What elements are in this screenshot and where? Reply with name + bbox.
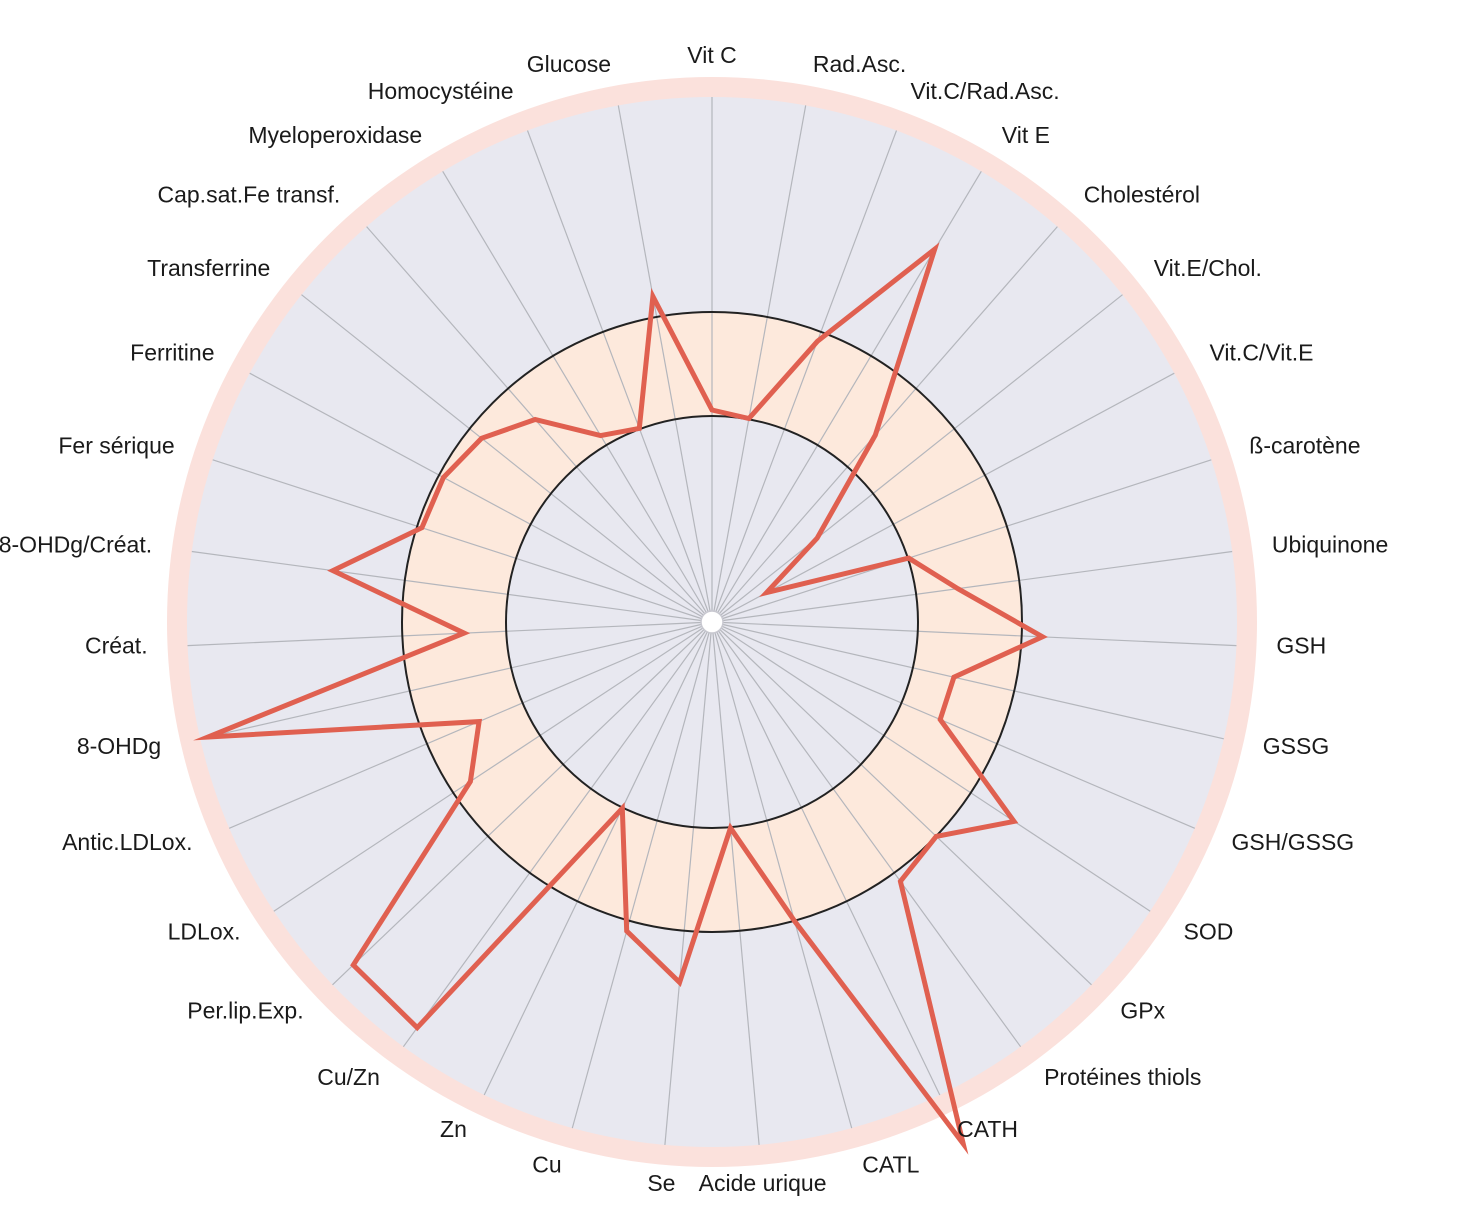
- axis-label: Zn: [440, 1116, 467, 1142]
- axis-label: Per.lip.Exp.: [187, 998, 303, 1024]
- spoke: [711, 226, 1058, 623]
- spoke: [228, 621, 713, 829]
- spoke: [366, 226, 713, 623]
- spoke: [711, 130, 898, 623]
- axis-label: Cap.sat.Fe transf.: [157, 182, 340, 208]
- spoke: [711, 621, 1151, 912]
- axis-label: Vit E: [1002, 122, 1050, 148]
- spoke: [187, 621, 713, 647]
- axis-label: 8-OHDg/Créat.: [0, 531, 152, 557]
- band-outer-edge: [401, 311, 1023, 933]
- series-polygon: [193, 242, 1048, 1155]
- spoke: [402, 621, 713, 1048]
- spoke: [483, 621, 713, 1096]
- spoke: [711, 621, 1196, 829]
- axis-label: Myeloperoxidase: [248, 122, 422, 148]
- spoke: [442, 170, 713, 623]
- axis-label: ß-carotène: [1249, 432, 1360, 458]
- spoke: [332, 621, 713, 986]
- spoke: [711, 621, 1092, 986]
- spoke: [711, 621, 941, 1096]
- axis-label: Acide urique: [699, 1170, 827, 1196]
- axis-label: GPx: [1120, 998, 1165, 1024]
- axis-label: GSH: [1276, 632, 1326, 658]
- center-hub: [700, 610, 724, 634]
- axis-label: Fer sérique: [58, 432, 174, 458]
- axis-label: Cu/Zn: [317, 1064, 380, 1090]
- axis-label: Antic.LDLox.: [62, 829, 192, 855]
- spoke: [711, 621, 853, 1129]
- axis-label: GSH/GSSG: [1232, 829, 1355, 855]
- spoke: [711, 621, 1237, 647]
- axis-label: SOD: [1184, 918, 1234, 944]
- axis-label: Vit.C/Vit.E: [1210, 339, 1314, 365]
- spoke: [711, 621, 1224, 740]
- axis-label: Ferritine: [130, 339, 214, 365]
- axis-label: Ubiquinone: [1272, 531, 1388, 557]
- spoke: [249, 372, 713, 623]
- axis-label: LDLox.: [168, 918, 241, 944]
- spoke: [200, 621, 713, 740]
- axis-label: Cholestérol: [1084, 182, 1200, 208]
- axis-label: 8-OHDg: [77, 733, 161, 759]
- spoke: [711, 105, 807, 623]
- axis-labels: Vit C Rad.Asc.Vit.C/Rad.Asc. Vit E Cholesté…: [0, 42, 1388, 1196]
- axis-label: Vit.C/Rad.Asc.: [911, 78, 1060, 104]
- axis-label: Se: [647, 1170, 675, 1196]
- axis-label: Glucose: [527, 51, 611, 77]
- axis-label: Transferrine: [147, 255, 270, 281]
- spoke: [711, 621, 760, 1145]
- spoke: [191, 550, 713, 623]
- spoke: [711, 621, 1022, 1048]
- axis-label: Protéines thiols: [1044, 1064, 1201, 1090]
- axis-label: Rad.Asc.: [813, 51, 906, 77]
- spoke: [711, 550, 1233, 623]
- spoke: [526, 130, 713, 623]
- axis-label: Vit.E/Chol.: [1154, 255, 1262, 281]
- band-inner-edge: [505, 415, 919, 829]
- spoke: [273, 621, 713, 912]
- spoke: [664, 621, 713, 1145]
- axis-label: CATH: [957, 1116, 1018, 1142]
- axis-label: Cu: [532, 1152, 561, 1178]
- spokes: [187, 97, 1237, 1145]
- spoke: [711, 294, 1123, 623]
- axis-label: CATL: [862, 1152, 919, 1178]
- spoke: [711, 459, 1212, 623]
- spoke: [711, 372, 1175, 623]
- axis-label: Créat.: [85, 632, 148, 658]
- axis-label: Homocystéine: [368, 78, 514, 104]
- spoke: [571, 621, 713, 1129]
- axis-label: Vit C: [687, 42, 736, 68]
- spoke: [212, 459, 713, 623]
- spoke: [301, 294, 713, 623]
- spoke: [617, 105, 713, 623]
- axis-label: GSSG: [1263, 733, 1329, 759]
